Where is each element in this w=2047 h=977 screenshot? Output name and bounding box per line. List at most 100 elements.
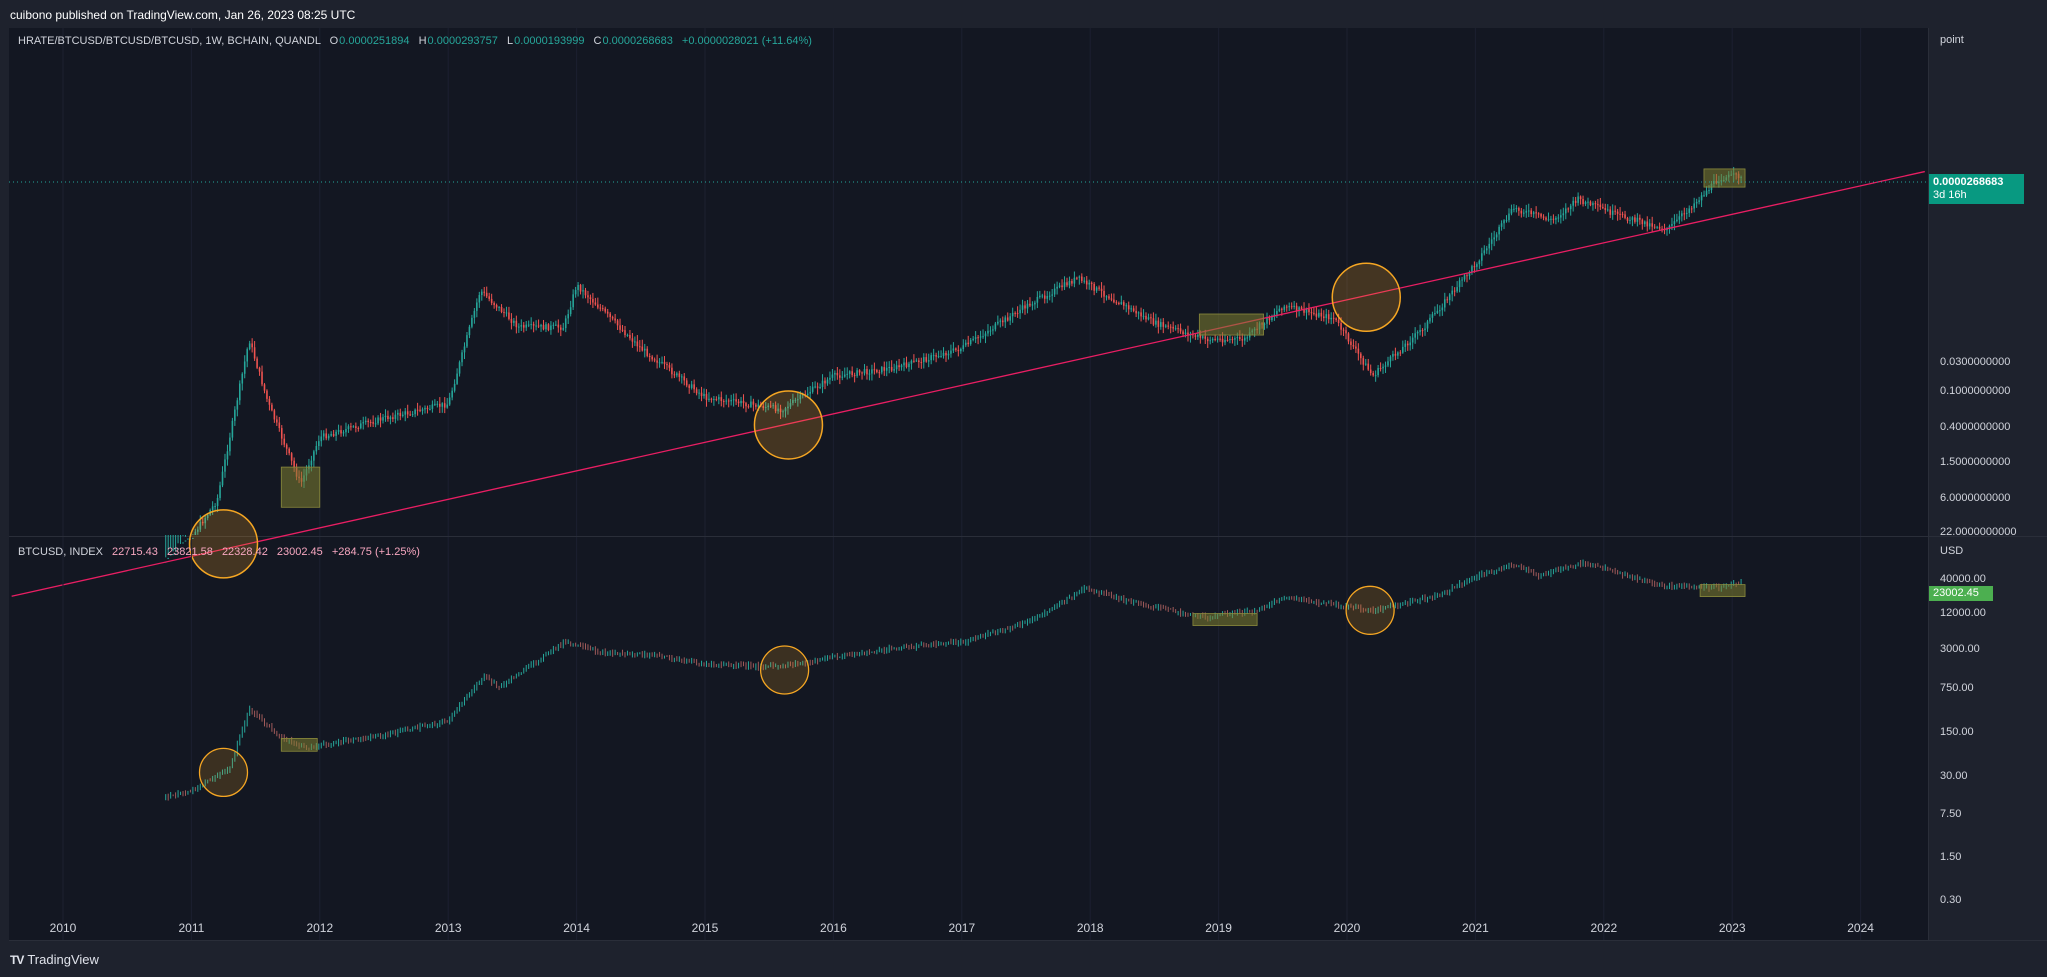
candle-body [937,356,940,358]
candle-body [1266,317,1268,324]
candle-body [1187,332,1189,336]
candle-body [552,324,555,326]
candle-body [1001,320,1004,323]
candle-body [1500,223,1503,227]
candle-body [1510,208,1513,214]
candle-body [201,521,204,524]
candle-body [703,393,705,397]
candle-body [224,459,226,472]
candle-body [1078,276,1081,278]
time-axis-tick: 2013 [435,921,462,935]
candle-body [280,428,283,439]
candle-body [374,423,377,425]
support-trendline [11,170,1925,597]
candle-body [268,398,271,405]
candle-body [399,412,402,417]
bottom-price-tick: 7.50 [1940,808,1961,820]
candle-body [1340,323,1342,330]
candle-body [347,426,350,429]
candle-body [1194,335,1197,337]
candle-body [1431,314,1434,318]
candle-body [626,334,629,336]
candle-body [340,430,342,434]
candle-body [293,460,295,468]
candle-body [826,379,829,384]
candle-body [1658,226,1661,229]
candle-body [256,358,258,368]
candle-body [1540,213,1542,217]
candle-body [490,298,493,303]
candle-body [732,399,735,401]
candle-body [1547,219,1550,221]
candle-body [1683,213,1686,215]
candle-body [441,403,444,407]
candle-body [1199,334,1202,338]
candle-body [1557,217,1560,219]
candle-body [866,369,868,375]
candle-body [947,353,950,356]
candle-body [266,390,268,399]
candle-body [1364,363,1367,365]
candle-body [1352,345,1355,347]
candle-body [1009,316,1011,321]
candle-body [520,325,523,327]
candle-body [416,409,419,411]
legend-low-value: 0.0000193999 [514,35,585,47]
candle-body [1453,290,1456,292]
candle-body [720,397,723,401]
candle-body [1597,204,1599,206]
candle-body [1382,366,1384,369]
candle-body [1058,285,1061,287]
candle-body [915,360,918,362]
candle-body [767,405,770,408]
candle-body [1582,199,1584,205]
time-axis-tick: 2011 [178,921,204,935]
candle-body [1350,341,1352,346]
candle-body [1142,315,1145,317]
highlight-circle [1331,262,1402,333]
candle-body [1332,317,1335,319]
legend-open-value: 0.0000251894 [339,35,410,47]
candle-body [1011,312,1014,317]
candle-body [1308,308,1310,313]
candle-body [952,348,955,351]
candle-body [1315,313,1318,317]
candle-body [1434,313,1436,315]
candle-body [755,404,757,407]
candle-body [587,295,589,298]
candle-body [900,365,903,368]
chart-canvas[interactable]: 0.0300000000 0.1000000000 0.4000000000 1.50… [0,0,2047,942]
candle-body [1379,368,1382,370]
time-axis-tick: 2018 [1077,921,1104,935]
candle-body [463,346,466,353]
candle-body [1589,201,1592,206]
candle-body [1076,277,1078,279]
top-price-tick: 0.1000000000 [1940,385,2010,397]
candle-body [352,426,355,428]
tradingview-brand[interactable]: TV TradingView [10,952,99,967]
candle-body [1298,307,1300,312]
time-axis-tick: 2012 [306,921,333,935]
candle-body [1466,275,1468,277]
candle-body [1108,296,1110,299]
candle-body [532,324,535,326]
candle-body [722,400,725,402]
candle-body [856,370,858,376]
candle-body [1164,325,1167,327]
candle-body [478,295,481,303]
candle-body [1377,368,1379,376]
candle-body [404,411,407,415]
candle-body [1019,309,1021,314]
bottom-low: 22328.42 [221,546,268,558]
time-axis-tick: 2015 [692,921,719,935]
candle-body [1461,279,1463,281]
time-axis-tick: 2021 [1462,921,1489,935]
candle-body [700,392,703,397]
candle-body [814,386,816,388]
candle-body [1051,294,1053,296]
candle-body [359,423,362,429]
candle-body [1093,284,1095,291]
candle-body [1229,339,1231,341]
candle-body [1495,234,1498,238]
candle-body [530,324,532,326]
